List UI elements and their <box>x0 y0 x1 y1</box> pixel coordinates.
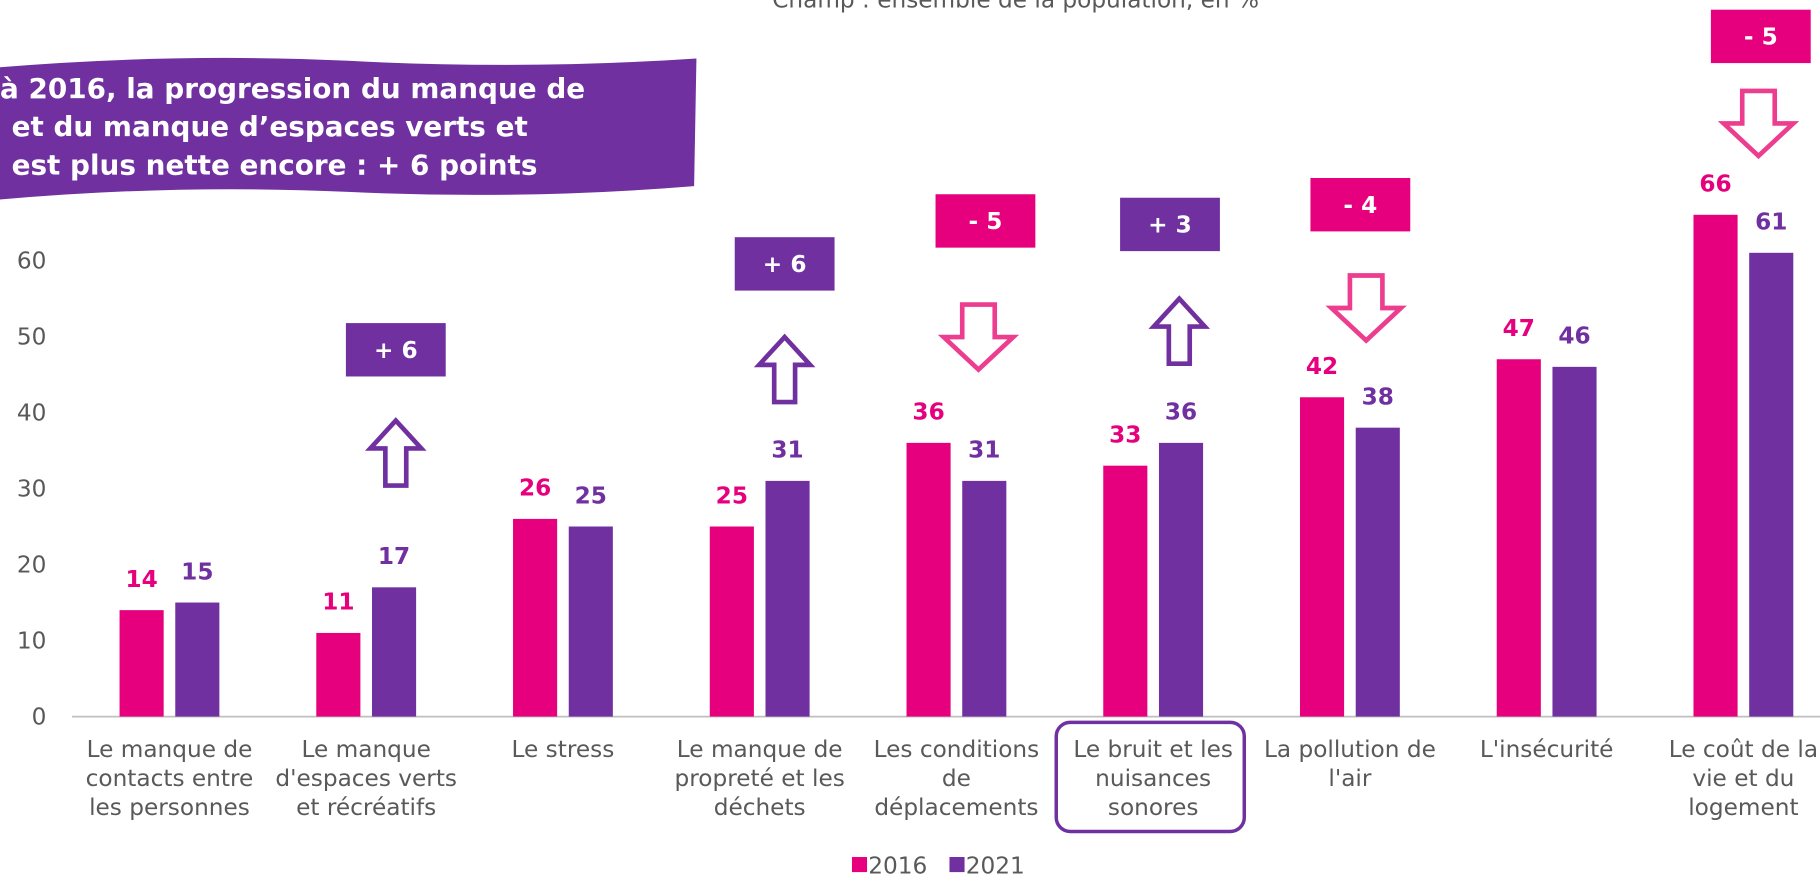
change-arrow <box>1148 295 1211 367</box>
value-label: 15 <box>181 558 213 585</box>
value-label: 66 <box>1699 171 1731 198</box>
y-tick-label: 0 <box>32 704 47 731</box>
x-tick-label: Le manque d'espaces verts et récréatifs <box>275 736 457 821</box>
legend-swatch <box>851 857 868 873</box>
value-label: 26 <box>519 475 551 502</box>
bar <box>765 480 810 717</box>
highlight-box <box>1054 720 1247 834</box>
value-label: 31 <box>968 437 1000 464</box>
x-tick-label: Les conditions de déplacements <box>874 736 1040 821</box>
callout-text: et du manque d’espaces verts et <box>12 110 528 143</box>
x-tick-label: Le manque de propreté et les déchets <box>675 736 845 821</box>
change-arrow <box>1325 273 1407 344</box>
y-tick-label: 20 <box>17 552 47 579</box>
value-label: 11 <box>322 589 354 616</box>
x-tick-label: L'insécurité <box>1480 736 1614 763</box>
change-box <box>734 237 835 291</box>
bar <box>709 526 754 717</box>
bar <box>906 442 951 717</box>
change-label: - 4 <box>1343 192 1377 219</box>
change-box <box>1310 178 1411 232</box>
value-label: 25 <box>716 482 748 509</box>
change-label: - 5 <box>969 208 1003 235</box>
value-label: 31 <box>771 437 803 464</box>
bar <box>568 526 613 717</box>
change-label: + 6 <box>374 337 418 364</box>
change-box <box>1120 197 1220 252</box>
change-arrow <box>937 302 1020 373</box>
change-label: - 5 <box>1744 24 1778 51</box>
bar <box>962 480 1007 717</box>
x-tick-label: La pollution de l'air <box>1264 736 1436 792</box>
change-box <box>1710 9 1811 64</box>
change-label: + 3 <box>1148 212 1192 239</box>
value-label: 36 <box>912 399 944 426</box>
x-tick-label: Le coût de la vie et du logement <box>1669 736 1818 821</box>
change-arrow <box>364 417 427 488</box>
value-label: 46 <box>1558 323 1590 350</box>
bar <box>372 587 417 717</box>
value-label: 61 <box>1755 209 1787 236</box>
change-arrow <box>753 333 816 405</box>
bar <box>1103 465 1148 717</box>
subtitle: Champ : ensemble de la population, en % <box>772 0 1259 13</box>
bar <box>513 518 558 717</box>
bar <box>1552 366 1597 717</box>
bar <box>1749 252 1794 717</box>
legend-label: 2021 <box>966 852 1025 876</box>
value-label: 38 <box>1362 383 1394 410</box>
value-label: 36 <box>1165 399 1197 426</box>
x-tick-label: Le stress <box>512 736 615 763</box>
y-tick-label: 60 <box>17 248 47 275</box>
value-label: 33 <box>1109 421 1141 448</box>
value-label: 17 <box>378 543 410 570</box>
change-box <box>345 323 446 377</box>
change-box <box>935 194 1036 248</box>
callout-text: est plus nette encore : + 6 points <box>12 149 538 182</box>
value-label: 14 <box>125 566 157 593</box>
value-label: 42 <box>1306 353 1338 380</box>
bar <box>1693 214 1738 717</box>
y-tick-label: 40 <box>17 400 47 427</box>
bar <box>1496 359 1541 717</box>
callout-text: à 2016, la progression du manque de <box>0 72 585 105</box>
bar <box>1355 427 1400 717</box>
y-tick-label: 50 <box>17 324 47 351</box>
x-tick-label: Le manque de contacts entre les personnes <box>86 736 254 821</box>
bar <box>175 602 220 717</box>
callout-box <box>0 57 697 200</box>
bar <box>1300 397 1345 717</box>
legend-label: 2016 <box>868 852 927 876</box>
bar <box>119 610 164 717</box>
x-tick-label: Le bruit et les nuisances sonores <box>1073 736 1233 821</box>
change-arrow <box>1717 88 1800 160</box>
legend-swatch <box>949 857 965 873</box>
y-tick-label: 30 <box>17 476 47 503</box>
bar <box>316 632 361 717</box>
bar <box>1158 442 1204 717</box>
value-label: 25 <box>575 482 607 509</box>
y-tick-label: 10 <box>17 628 47 655</box>
change-label: + 6 <box>763 251 807 278</box>
value-label: 47 <box>1503 315 1535 342</box>
